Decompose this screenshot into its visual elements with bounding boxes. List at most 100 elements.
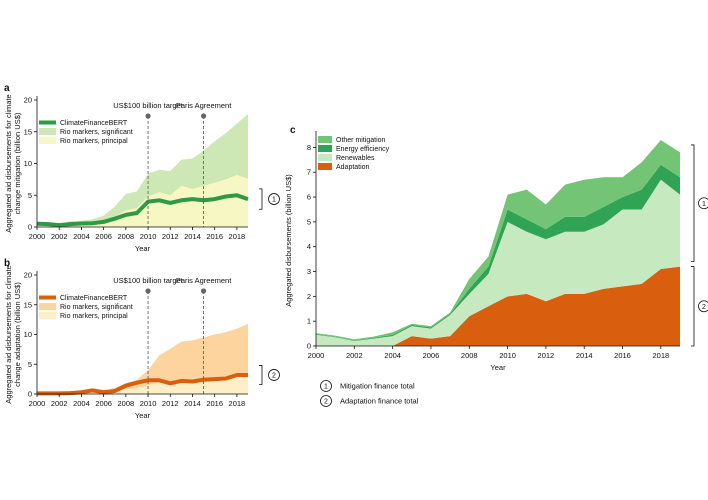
panel-c-bracket-circle-label: 1 bbox=[702, 201, 706, 208]
panel-a-y-tick-label: 0 bbox=[28, 223, 32, 232]
panel-c-x-tick-label: 2010 bbox=[499, 351, 516, 360]
panel-c-legend-label: Energy efficiency bbox=[336, 146, 390, 153]
panel-b-legend-swatch bbox=[39, 303, 56, 310]
panel-a-bracket bbox=[259, 188, 263, 210]
panel-c-y-tick-label: 3 bbox=[307, 267, 311, 276]
panel-a-x-tick-label: 2016 bbox=[206, 232, 223, 241]
panel-c-y-tick-label: 4 bbox=[307, 242, 311, 251]
panel-a-legend-label: Rio markers, significant bbox=[60, 129, 133, 136]
panel-b-x-tick-label: 2012 bbox=[162, 399, 179, 408]
panel-c-x-tick-label: 2006 bbox=[423, 351, 440, 360]
panel-c-legend-swatch bbox=[318, 136, 332, 143]
panel-b-bracket-circle-label: 2 bbox=[272, 373, 276, 380]
panel-c-y-axis-label: Aggregated disbursements (billion US$) bbox=[284, 174, 293, 307]
panel-c-legend-swatch bbox=[318, 145, 332, 152]
panel-a-line-climatefinancebert bbox=[36, 193, 249, 228]
panel-a-bracket-circle-label: 1 bbox=[272, 197, 276, 204]
panel-b-legend-label: Rio markers, principal bbox=[60, 313, 128, 320]
panel-b-y-tick-label: 20 bbox=[24, 271, 32, 280]
panel-a-x-tick-label: 2004 bbox=[73, 232, 90, 241]
panel-a-y-axis-label: Aggregated aid disbursements for climate bbox=[4, 94, 13, 232]
panel-b-legend-swatch bbox=[39, 312, 56, 319]
panel-c-legend-label: Other mitigation bbox=[336, 137, 386, 144]
panel-b-bracket bbox=[259, 365, 263, 385]
panel-b-y-tick-label: 5 bbox=[28, 360, 32, 369]
panel-a-legend-swatch bbox=[39, 128, 56, 135]
panel-a-legend-swatch bbox=[39, 137, 56, 144]
panel-b-legend-swatch bbox=[39, 295, 56, 300]
panel-c-note-label: Adaptation finance total bbox=[340, 397, 419, 406]
panel-c-legend-swatch bbox=[318, 154, 332, 161]
panel-b-y-tick-label: 15 bbox=[24, 300, 32, 309]
panel-c-legend-label: Renewables bbox=[336, 155, 375, 162]
panel-a-x-axis-label: Year bbox=[135, 244, 151, 253]
panel-a-x-tick-label: 2010 bbox=[140, 232, 157, 241]
panel-c-legend-label: Adaptation bbox=[336, 164, 370, 171]
panel-b-area-significant bbox=[37, 323, 248, 394]
panel-c-y-tick-label: 8 bbox=[307, 143, 311, 152]
panel-b-line-climatefinancebert bbox=[37, 373, 248, 396]
panel-b-x-axis-label: Year bbox=[135, 411, 151, 420]
panel-c-bracket bbox=[691, 266, 695, 347]
panel-c-x-tick-label: 2012 bbox=[538, 351, 555, 360]
panel-a-annotation-label: US$100 billion target bbox=[113, 101, 184, 110]
panel-b-x-tick-label: 2006 bbox=[95, 399, 112, 408]
panel-c-note-circle bbox=[320, 380, 332, 392]
panel-c-legend-swatch bbox=[318, 163, 332, 170]
panel-c-note-circle-label: 2 bbox=[324, 399, 328, 406]
panel-c-y-tick-label: 6 bbox=[307, 193, 311, 202]
panel-c-note-circle bbox=[320, 395, 332, 407]
panel-b-area-principal bbox=[37, 373, 248, 394]
panel-a-y-tick-label: 15 bbox=[24, 127, 32, 136]
panel-a-x-tick-label: 2000 bbox=[29, 232, 46, 241]
panel-b-annotation-label: US$100 billion target bbox=[113, 276, 184, 285]
panel-b-annotation-dot bbox=[200, 288, 207, 294]
panel-b-x-tick-label: 2004 bbox=[73, 399, 90, 408]
panel-a-area-principal bbox=[37, 174, 248, 227]
panel-b-x-tick-label: 2002 bbox=[51, 399, 68, 408]
panel-a-x-tick-label: 2008 bbox=[117, 232, 134, 241]
panel-c-area-adaptation bbox=[316, 266, 680, 346]
panel-c-bracket-circle bbox=[698, 197, 708, 210]
panel-c-x-tick-label: 2008 bbox=[461, 351, 478, 360]
panel-b-annotation-dot bbox=[145, 288, 151, 294]
panel-c-x-tick-label: 2014 bbox=[576, 351, 593, 360]
panel-b-y-tick-label: 0 bbox=[28, 390, 32, 399]
panel-b-x-tick-label: 2010 bbox=[140, 399, 157, 408]
panel-c-chart: Other mitigation Energy efficiency Renewab… bbox=[284, 131, 708, 407]
panel-b-x-tick-label: 2018 bbox=[229, 399, 246, 408]
panel-a-x-tick-label: 2018 bbox=[229, 232, 246, 241]
panel-c-letter: c bbox=[290, 125, 296, 136]
panel-c-x-axis-label: Year bbox=[490, 363, 506, 372]
panel-b-y-axis-label: Aggregated aid disbursements for climate bbox=[4, 265, 13, 403]
panel-b-x-tick-label: 2000 bbox=[29, 399, 46, 408]
panel-c-y-tick-label: 1 bbox=[307, 317, 311, 326]
panel-a-annotation-dot bbox=[145, 113, 151, 119]
panel-a-bracket-circle bbox=[268, 193, 280, 205]
panel-a-letter: a bbox=[4, 83, 10, 94]
panel-b-legend-label: ClimateFinanceBERT bbox=[60, 295, 128, 302]
panel-b-x-tick-label: 2016 bbox=[206, 399, 223, 408]
panel-b-bracket-circle bbox=[268, 369, 280, 381]
panel-c-bracket-circle-label: 2 bbox=[702, 304, 706, 311]
panel-a-y-tick-label: 20 bbox=[24, 96, 32, 105]
panel-b-x-tick-label: 2014 bbox=[184, 399, 201, 408]
panel-b-y-tick-label: 10 bbox=[24, 330, 32, 339]
panel-a-legend-swatch bbox=[39, 120, 56, 125]
panel-b-y-axis-label: change adaptation (billion US$) bbox=[13, 282, 22, 387]
panel-a-x-tick-label: 2012 bbox=[162, 232, 179, 241]
panel-a-legend-label: ClimateFinanceBERT bbox=[60, 120, 128, 127]
panel-a-y-tick-label: 5 bbox=[28, 191, 32, 200]
panel-b-annotation-label: Paris Agreement bbox=[176, 276, 232, 285]
panel-c-x-tick-label: 2018 bbox=[652, 351, 669, 360]
panel-c-y-tick-label: 7 bbox=[307, 168, 311, 177]
panel-a-annotation-label: Paris Agreement bbox=[176, 101, 232, 110]
panel-b-x-tick-label: 2008 bbox=[117, 399, 134, 408]
panel-c-note-label: Mitigation finance total bbox=[340, 382, 415, 391]
panel-c-area-other-mitigation bbox=[316, 140, 680, 341]
panel-a-x-tick-label: 2014 bbox=[184, 232, 201, 241]
panel-c-x-tick-label: 2000 bbox=[308, 351, 325, 360]
panel-b-letter: b bbox=[4, 258, 10, 269]
